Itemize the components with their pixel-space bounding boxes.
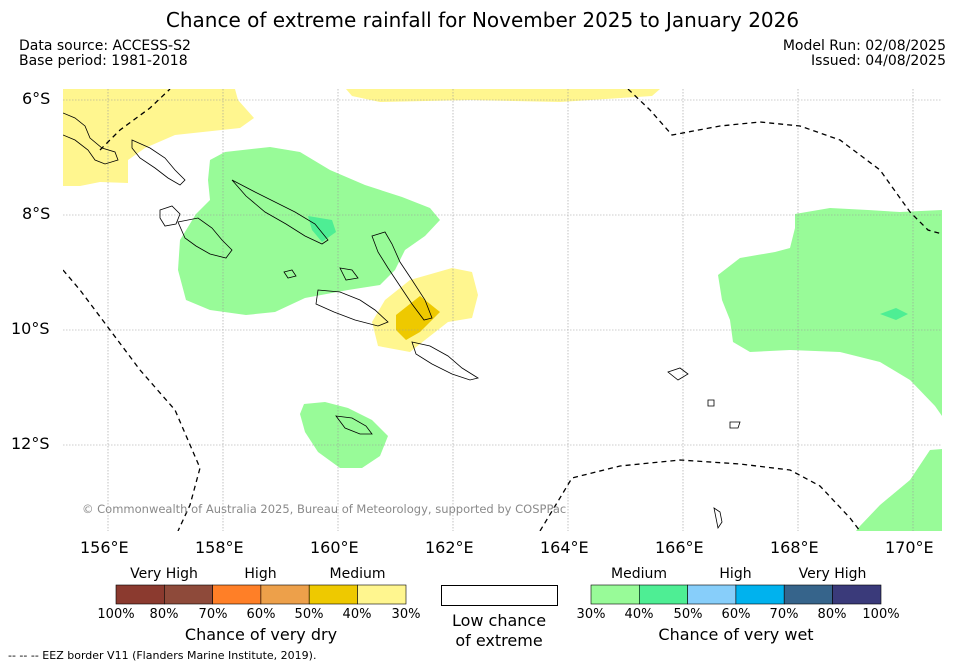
lon-label-158e: 158°E — [195, 538, 244, 557]
wet-high-region-east — [880, 308, 908, 320]
legend-wet-tick-40: 40% — [624, 607, 654, 622]
legend-neutral-line1: Low chance — [451, 611, 547, 630]
lon-label-160e: 160°E — [310, 538, 359, 557]
legend-dry-swatch-4 — [260, 584, 310, 605]
lat-label-8s: 8°S — [22, 204, 51, 223]
legend-wet-tick-100: 100% — [862, 607, 900, 622]
copyright-notice: © Commonwealth of Australia 2025, Bureau… — [82, 502, 567, 516]
coast-vanuatu-north-3 — [729, 421, 741, 429]
legend-wet-tick-60: 60% — [721, 607, 751, 622]
legend-dry-title: Chance of very dry — [184, 625, 338, 644]
coast-small-islands-2 — [339, 267, 359, 281]
eez-footnote: -- -- -- EEZ border V11 (Flanders Marine… — [8, 649, 317, 662]
dry-medium-region-n — [346, 89, 660, 102]
coast-rennell — [335, 415, 373, 435]
coastlines — [63, 112, 741, 530]
legend-wet-cat-medium: Medium — [611, 566, 667, 582]
legend-dry-swatch-2 — [163, 584, 213, 605]
coast-vella — [177, 217, 233, 259]
coast-small-islands-1 — [283, 269, 297, 279]
lon-label-156e: 156°E — [80, 538, 129, 557]
issued-label: Issued: 04/08/2025 — [811, 53, 946, 69]
lat-label-10s: 10°S — [11, 319, 50, 338]
coast-malaita — [371, 231, 433, 321]
lon-label-166e: 166°E — [655, 538, 704, 557]
legend-dry-cat-high: High — [244, 566, 277, 582]
coast-santa-isabel — [231, 179, 329, 245]
legend-wet-swatch-5 — [783, 584, 833, 605]
legend-dry-tick-40: 40% — [342, 607, 372, 622]
coast-choiseul-area — [131, 139, 186, 186]
coast-vanuatu-south — [713, 507, 723, 530]
legend-dry-tick-70: 70% — [198, 607, 228, 622]
coast-bougainville — [63, 112, 119, 165]
legend-wet-swatch-3 — [687, 584, 737, 605]
legend-dry-colorbar — [115, 584, 407, 605]
legend-dry-cat-very-high: Very High — [130, 566, 198, 582]
coast-guadalcanal — [315, 289, 389, 327]
map-title: Chance of extreme rainfall for November … — [165, 8, 800, 32]
legend-dry-cat-medium: Medium — [329, 566, 386, 582]
legend-dry-tick-80: 80% — [149, 607, 179, 622]
coast-new-georgia — [159, 205, 181, 227]
legend-wet-swatch-6 — [832, 584, 882, 605]
wet-medium-region-rennell — [300, 402, 388, 468]
lat-label-12s: 12°S — [11, 434, 50, 453]
legend-neutral-line2: of extreme — [455, 631, 543, 650]
legend-wet-tick-80: 80% — [817, 607, 847, 622]
legend-dry-tick-50: 50% — [294, 607, 324, 622]
legend-wet-cat-high: High — [719, 566, 752, 582]
legend-dry-tick-60: 60% — [246, 607, 276, 622]
eez-borders — [63, 89, 942, 531]
data-source-label: Data source: ACCESS-S2 — [19, 38, 191, 54]
meta-right: Model Run: 02/08/2025 Issued: 04/08/2025 — [783, 39, 946, 69]
lon-label-170e: 170°E — [885, 538, 934, 557]
lon-label-162e: 162°E — [425, 538, 474, 557]
dry-medium-region-nw — [63, 89, 254, 186]
legend-wet-cat-very-high: Very High — [798, 566, 867, 582]
legend-dry-tick-30: 30% — [391, 607, 421, 622]
lon-label-164e: 164°E — [540, 538, 589, 557]
legend-wet-tick-70: 70% — [769, 607, 799, 622]
legend-wet-tick-50: 50% — [673, 607, 703, 622]
legend-wet-colorbar — [590, 584, 882, 605]
legend-dry-swatch-3 — [212, 584, 262, 605]
wet-medium-region-se — [856, 449, 942, 531]
legend-wet-title: Chance of very wet — [658, 625, 814, 644]
legend-dry-swatch-5 — [308, 584, 358, 605]
coast-vanuatu-north-1 — [667, 367, 689, 381]
lon-label-168e: 168°E — [770, 538, 819, 557]
dry-high-region-center — [396, 296, 440, 340]
lat-label-6s: 6°S — [22, 89, 51, 108]
base-period-label: Base period: 1981-2018 — [19, 53, 188, 69]
legend-dry-swatch-6 — [357, 584, 407, 605]
graticule — [63, 89, 942, 531]
wet-medium-region-solomons — [178, 147, 440, 315]
map-area — [63, 89, 942, 531]
legend-neutral-swatch — [441, 585, 558, 606]
coast-makira — [411, 341, 480, 381]
legend-wet-swatch-2 — [638, 584, 688, 605]
meta-left: Data source: ACCESS-S2 Base period: 1981… — [19, 39, 191, 69]
model-run-label: Model Run: 02/08/2025 — [782, 38, 946, 54]
legend-wet-swatch-1 — [590, 584, 640, 605]
legend-dry-swatch-1 — [115, 584, 165, 605]
coast-vanuatu-north-2 — [707, 399, 715, 407]
wet-high-region-solomons — [308, 216, 336, 242]
wet-medium-region-east — [718, 208, 942, 416]
legend-dry-tick-100: 100% — [97, 607, 135, 622]
legend-wet-swatch-4 — [735, 584, 785, 605]
legend-wet-tick-30: 30% — [576, 607, 606, 622]
